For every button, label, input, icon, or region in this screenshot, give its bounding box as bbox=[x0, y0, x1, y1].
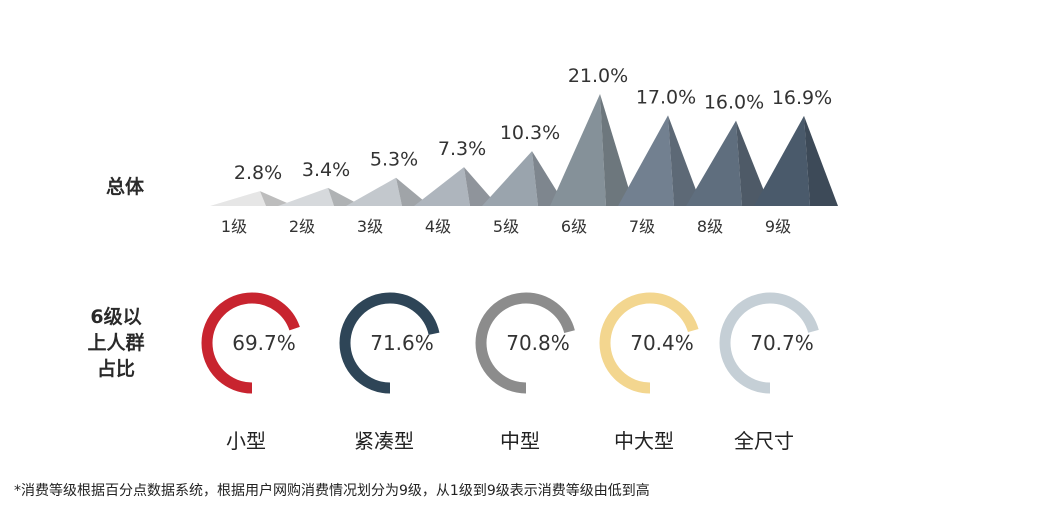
pyramid-face bbox=[278, 187, 334, 206]
pyramid-group bbox=[482, 151, 566, 206]
ring-arc bbox=[719, 292, 821, 394]
pyramid-side bbox=[668, 115, 702, 206]
pyramid-side bbox=[600, 94, 634, 206]
ring-value-label: 70.8% bbox=[506, 331, 570, 355]
ring-value-label: 69.7% bbox=[232, 331, 296, 355]
ring-value-label: 70.4% bbox=[630, 331, 694, 355]
pyramid-group bbox=[210, 191, 294, 206]
pyramid-value-label: 21.0% bbox=[568, 65, 628, 87]
ring-chart: 69.7% 小型 71.6% 紧凑型 70.8% 中型 70.4% 中大型 70.7% 全尺寸 bbox=[201, 292, 821, 453]
pyramid-face bbox=[550, 94, 606, 206]
ring-category-label: 中型 bbox=[500, 429, 540, 453]
pyramid-category-label: 1级 bbox=[221, 217, 247, 236]
pyramid-face bbox=[618, 115, 674, 206]
pyramid-group bbox=[618, 115, 702, 206]
ring-row-label-line: 占比 bbox=[96, 358, 135, 380]
pyramid-value-label: 16.0% bbox=[704, 92, 764, 114]
pyramid-value-label: 10.3% bbox=[500, 122, 560, 144]
ring-value-label: 71.6% bbox=[370, 331, 434, 355]
ring bbox=[719, 292, 821, 394]
ring-category-label: 中大型 bbox=[614, 429, 674, 453]
pyramid-side bbox=[736, 120, 770, 206]
pyramid-category-label: 3级 bbox=[357, 217, 383, 236]
pyramid-side bbox=[396, 177, 430, 206]
ring-arc bbox=[475, 292, 577, 394]
pyramid-face bbox=[210, 191, 266, 206]
pyramid-face bbox=[414, 167, 470, 206]
pyramid-value-label: 17.0% bbox=[636, 86, 696, 108]
ring-category-label: 紧凑型 bbox=[354, 429, 414, 453]
pyramid-face bbox=[686, 120, 742, 206]
pyramid-side bbox=[532, 151, 566, 206]
pyramid-side bbox=[260, 191, 294, 206]
pyramid-category-label: 2级 bbox=[289, 217, 315, 236]
pyramid-value-label: 16.9% bbox=[772, 87, 832, 109]
ring-row-label-line: 上人群 bbox=[87, 332, 145, 354]
pyramid-group bbox=[754, 115, 838, 206]
ring bbox=[339, 292, 441, 394]
overall-row-label: 总体 bbox=[105, 176, 144, 198]
pyramid-category-label: 5级 bbox=[493, 217, 519, 236]
ring-arc bbox=[339, 292, 441, 394]
pyramid-group bbox=[414, 167, 498, 206]
pyramid-group bbox=[686, 120, 770, 206]
ring-arc bbox=[599, 292, 701, 394]
pyramid-group bbox=[278, 187, 362, 206]
pyramid-category-label: 6级 bbox=[561, 217, 587, 236]
ring-arc bbox=[201, 292, 303, 394]
pyramid-face bbox=[482, 151, 538, 206]
pyramid-value-label: 2.8% bbox=[234, 162, 282, 184]
ring-row-label: 6级以 上人群 占比 bbox=[76, 304, 156, 382]
pyramid-face bbox=[346, 177, 402, 206]
pyramid-face bbox=[754, 115, 810, 206]
pyramid-group bbox=[346, 177, 430, 206]
ring-row-label-line: 6级以 bbox=[90, 306, 142, 328]
pyramid-value-label: 5.3% bbox=[370, 149, 418, 171]
pyramid-category-label: 7级 bbox=[629, 217, 655, 236]
ring bbox=[599, 292, 701, 394]
pyramid-side bbox=[464, 167, 498, 206]
ring-value-label: 70.7% bbox=[750, 331, 814, 355]
footnote: *消费等级根据百分点数据系统，根据用户网购消费情况划分为9级，从1级到9级表示消… bbox=[14, 483, 650, 499]
pyramid-category-label: 8级 bbox=[697, 217, 723, 236]
ring bbox=[475, 292, 577, 394]
ring-category-label: 全尺寸 bbox=[734, 429, 794, 453]
pyramid-side bbox=[804, 115, 838, 206]
pyramid-group bbox=[550, 94, 634, 206]
pyramid-chart: 2.8% 1级 3.4% 2级 5.3% 3级 7.3% 4级 10.3% 5级 21.0% 6级 17… bbox=[210, 65, 838, 236]
pyramid-category-label: 4级 bbox=[425, 217, 451, 236]
pyramid-side bbox=[328, 187, 362, 206]
ring bbox=[201, 292, 303, 394]
pyramid-category-label: 9级 bbox=[765, 217, 791, 236]
pyramid-value-label: 7.3% bbox=[438, 138, 486, 160]
pyramid-value-label: 3.4% bbox=[302, 159, 350, 181]
ring-category-label: 小型 bbox=[226, 429, 266, 453]
